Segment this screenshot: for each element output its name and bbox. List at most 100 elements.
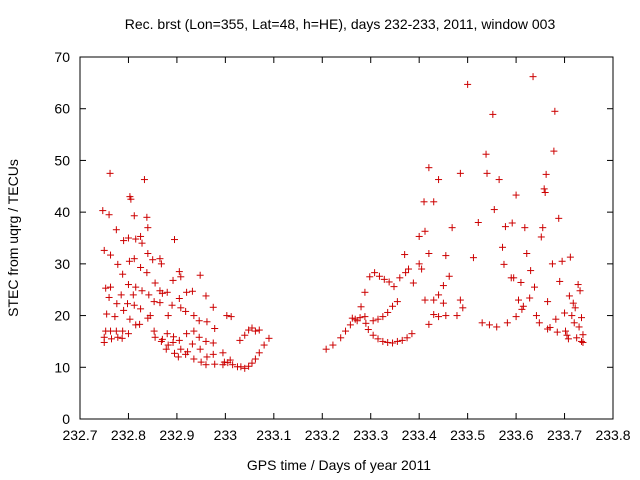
data-point	[361, 288, 369, 296]
data-point	[532, 312, 540, 320]
data-point	[219, 349, 227, 357]
data-point	[170, 349, 178, 357]
data-point	[126, 315, 134, 323]
data-point	[568, 312, 576, 320]
data-point	[546, 323, 554, 331]
data-point	[512, 313, 520, 321]
x-axis-label: GPS time / Days of year 2011	[247, 457, 431, 473]
data-point	[237, 363, 245, 371]
data-point	[380, 275, 388, 283]
data-point	[409, 279, 417, 287]
data-point	[124, 281, 132, 289]
data-point	[421, 296, 429, 304]
data-point	[255, 349, 263, 357]
data-point	[162, 345, 170, 353]
data-point	[188, 287, 196, 295]
data-point	[576, 287, 584, 295]
data-point	[501, 223, 509, 231]
chart-title: Rec. brst (Lon=355, Lat=48, h=HE), days …	[125, 16, 556, 32]
data-point	[151, 333, 159, 341]
data-point	[418, 265, 426, 273]
data-point	[241, 364, 249, 372]
data-point	[503, 319, 511, 327]
data-point	[174, 353, 182, 361]
data-point	[144, 224, 152, 232]
data-point	[211, 325, 219, 332]
y-tick-label: 0	[62, 411, 70, 427]
data-point	[540, 185, 548, 193]
data-point	[100, 338, 108, 346]
data-point	[251, 355, 259, 363]
data-point	[405, 265, 413, 273]
data-point	[529, 73, 537, 81]
data-point	[478, 319, 486, 327]
data-point	[163, 288, 171, 296]
data-point	[120, 306, 128, 314]
data-point	[565, 292, 573, 300]
data-point	[168, 301, 176, 309]
data-point	[537, 233, 545, 241]
data-point	[575, 323, 583, 331]
data-point	[570, 319, 578, 327]
data-point	[123, 300, 131, 308]
data-point	[118, 334, 126, 342]
data-point	[143, 213, 151, 221]
data-point	[202, 337, 210, 345]
y-axis-ticks: 0 10 20 30 40 50 60 70	[54, 49, 613, 427]
data-point	[542, 170, 550, 178]
x-tick-label: 233.3	[353, 427, 388, 443]
data-point	[364, 326, 372, 334]
data-point	[357, 303, 365, 311]
data-point	[430, 296, 438, 304]
data-point	[107, 335, 115, 343]
data-point	[379, 337, 387, 345]
data-point	[105, 293, 113, 301]
data-point	[138, 239, 146, 247]
x-tick-label: 233.2	[305, 427, 340, 443]
data-point	[563, 331, 571, 339]
data-point	[375, 272, 383, 280]
y-tick-label: 10	[54, 359, 70, 375]
data-point	[209, 303, 217, 311]
data-point	[119, 270, 127, 278]
data-point	[329, 341, 337, 349]
data-point	[177, 273, 185, 281]
data-point	[182, 307, 190, 315]
data-point	[114, 333, 122, 341]
data-point	[550, 147, 558, 155]
data-point	[105, 211, 113, 219]
data-point	[348, 314, 356, 322]
data-point	[456, 296, 464, 304]
data-point	[342, 327, 350, 335]
data-point	[420, 198, 428, 206]
data-point	[248, 324, 256, 332]
data-point	[366, 273, 374, 281]
data-point	[439, 282, 447, 290]
data-point	[578, 314, 586, 322]
data-point	[124, 330, 132, 338]
data-point	[515, 296, 523, 304]
x-tick-label: 233.6	[499, 427, 534, 443]
data-point	[138, 287, 146, 295]
data-point	[175, 268, 183, 276]
data-point	[430, 311, 438, 319]
data-point	[561, 309, 569, 317]
data-point	[518, 305, 526, 313]
y-tick-label: 30	[54, 256, 70, 272]
data-point	[490, 206, 498, 214]
plot-frame	[79, 56, 614, 420]
data-point	[113, 300, 121, 308]
data-point	[157, 337, 165, 345]
data-point	[158, 289, 166, 297]
data-point	[439, 299, 447, 307]
data-point	[169, 338, 177, 346]
data-point	[117, 291, 125, 299]
data-point	[389, 339, 397, 347]
data-point	[430, 198, 438, 206]
data-point	[531, 283, 539, 291]
data-point	[396, 274, 404, 282]
data-point	[408, 330, 416, 338]
data-point	[164, 341, 172, 349]
data-point	[469, 254, 477, 262]
